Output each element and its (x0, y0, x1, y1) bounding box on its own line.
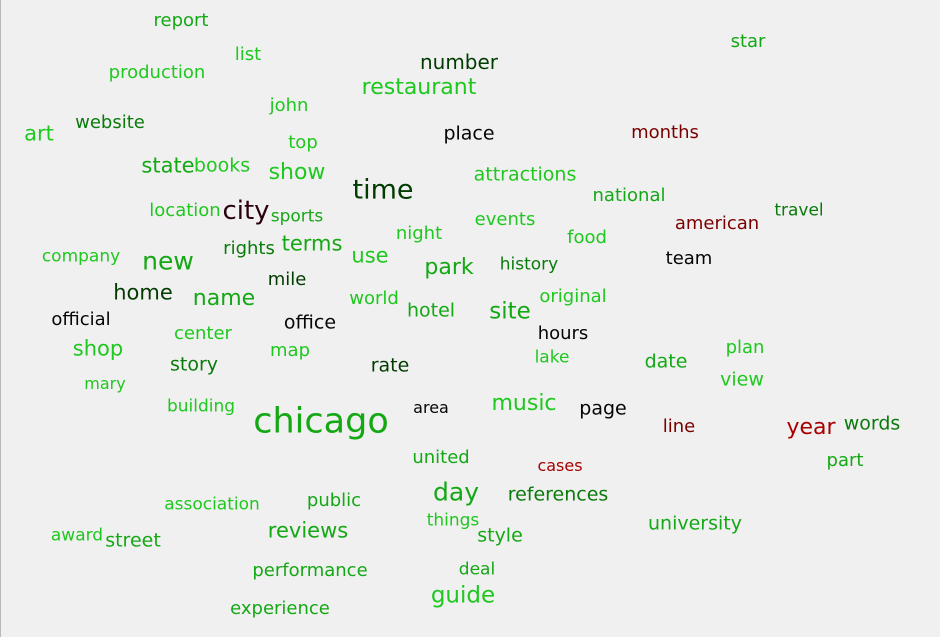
word-hotel: hotel (406, 299, 456, 322)
word-production: production (108, 62, 206, 83)
word-building: building (166, 396, 236, 417)
word-street: street (105, 529, 161, 552)
word-top: top (288, 132, 318, 153)
word-office: office (283, 311, 337, 334)
word-company: company (41, 246, 121, 267)
word-official: official (51, 309, 111, 330)
word-united: united (412, 447, 470, 468)
word-things: things (426, 510, 480, 531)
word-style: style (477, 524, 523, 547)
word-events: events (474, 209, 536, 230)
word-reviews: reviews (267, 518, 349, 543)
word-sports: sports (270, 206, 324, 227)
word-star: star (730, 31, 766, 52)
word-night: night (395, 223, 443, 244)
word-center: center (174, 323, 232, 344)
word-deal: deal (458, 559, 496, 580)
word-lake: lake (534, 347, 570, 368)
word-guide: guide (430, 582, 496, 609)
word-website: website (75, 112, 145, 133)
word-chicago: chicago (253, 401, 389, 442)
word-year: year (786, 415, 836, 440)
word-original: original (539, 286, 607, 307)
word-map: map (270, 340, 310, 361)
word-public: public (306, 490, 362, 511)
word-area: area (413, 398, 449, 417)
word-attractions: attractions (473, 163, 577, 186)
word-music: music (491, 391, 557, 416)
word-university: university (648, 512, 742, 535)
word-months: months (631, 122, 699, 143)
word-time: time (352, 174, 414, 206)
word-city: city (222, 196, 270, 226)
word-show: show (268, 160, 326, 185)
word-world: world (349, 288, 399, 309)
word-restaurant: restaurant (361, 75, 477, 100)
word-day: day (433, 477, 479, 507)
word-use: use (351, 243, 389, 268)
word-words: words (843, 412, 901, 435)
word-line: line (662, 416, 696, 437)
word-hours: hours (537, 323, 589, 344)
word-john: john (269, 95, 309, 116)
word-national: national (592, 185, 666, 206)
word-page: page (579, 397, 627, 420)
word-association: association (164, 494, 260, 515)
word-location: location (149, 200, 221, 221)
word-american: american (674, 213, 760, 234)
word-mary: mary (84, 374, 126, 393)
word-food: food (567, 227, 607, 248)
word-site: site (489, 298, 531, 325)
word-park: park (424, 255, 474, 280)
word-history: history (499, 254, 559, 275)
word-books: books (193, 154, 251, 177)
word-performance: performance (252, 560, 368, 581)
word-cases: cases (537, 456, 583, 475)
word-name: name (192, 286, 256, 311)
word-art: art (24, 121, 54, 146)
word-references: references (507, 483, 609, 506)
word-shop: shop (72, 336, 124, 361)
word-mile: mile (267, 269, 307, 290)
word-part: part (826, 450, 864, 471)
word-date: date (644, 350, 688, 373)
word-rights: rights (223, 238, 275, 259)
word-home: home (113, 280, 173, 305)
word-rate: rate (370, 354, 410, 377)
word-new: new (142, 246, 194, 276)
word-team: team (665, 248, 713, 269)
word-list: list (234, 44, 262, 65)
word-report: report (153, 10, 209, 31)
word-view: view (720, 368, 764, 391)
word-place: place (443, 122, 495, 145)
word-number: number (419, 50, 499, 74)
word-plan: plan (725, 337, 765, 358)
word-travel: travel (774, 200, 824, 221)
word-experience: experience (230, 598, 330, 619)
word-state: state (141, 153, 195, 178)
word-terms: terms (281, 231, 343, 256)
word-story: story (169, 353, 219, 376)
word-award: award (50, 525, 104, 546)
